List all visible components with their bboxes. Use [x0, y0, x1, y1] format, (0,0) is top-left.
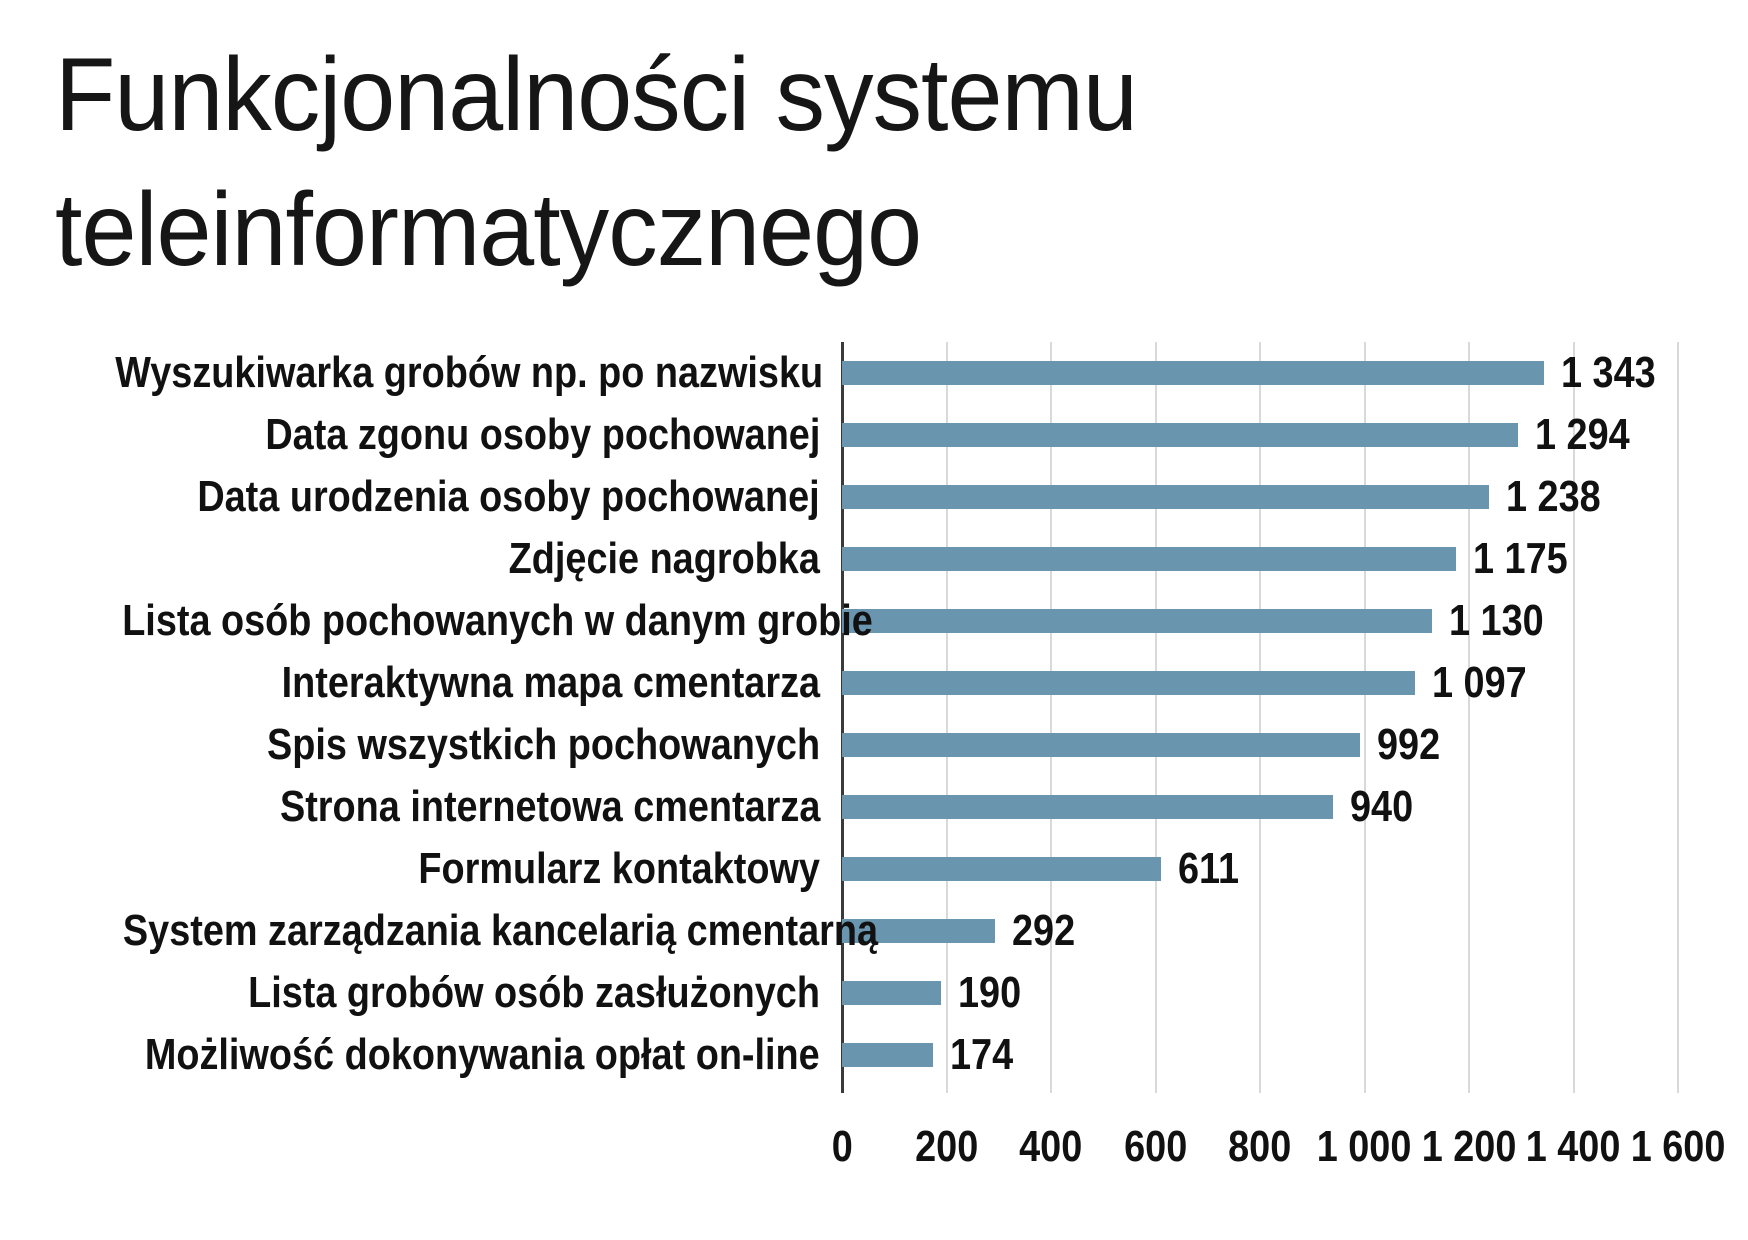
x-tick-label: 1 000 [1317, 1122, 1412, 1171]
gridline [1363, 342, 1366, 1093]
gridline [1259, 342, 1261, 1093]
gridline [1468, 342, 1470, 1093]
value-label: 190 [958, 968, 1022, 1017]
category-label: Lista grobów osób zasłużonych [248, 968, 820, 1017]
x-tick-label: 1 400 [1526, 1122, 1621, 1171]
value-label: 1 097 [1432, 658, 1527, 707]
category-label: Zdjęcie nagrobka [508, 534, 820, 583]
category-label: Formularz kontaktowy [418, 844, 820, 893]
bar [842, 609, 1433, 633]
value-label: 1 343 [1560, 348, 1656, 397]
category-label: Spis wszystkich pochowanych [266, 720, 820, 769]
value-label: 1 238 [1505, 472, 1601, 521]
gridline [1050, 342, 1052, 1093]
gridline [1572, 342, 1575, 1093]
bar [842, 547, 1456, 571]
x-tick-label: 1 200 [1421, 1122, 1517, 1171]
x-tick-label: 0 [831, 1122, 853, 1171]
value-label: 992 [1377, 720, 1441, 769]
category-label: Interaktywna mapa cmentarza [281, 658, 820, 707]
value-label: 940 [1350, 782, 1414, 831]
x-tick-label: 200 [914, 1122, 979, 1171]
x-tick-label: 600 [1123, 1122, 1188, 1171]
x-tick-label: 1 600 [1630, 1122, 1726, 1171]
bar [842, 361, 1544, 385]
category-label: Strona internetowa cmentarza [279, 782, 820, 831]
category-label: Data urodzenia osoby pochowanej [197, 472, 820, 521]
bar [842, 857, 1162, 881]
bar [842, 795, 1334, 819]
category-label: Data zgonu osoby pochowanej [264, 410, 820, 459]
gridline [945, 342, 948, 1093]
gridline [1154, 342, 1157, 1093]
bar [842, 423, 1519, 447]
bar [842, 1043, 933, 1067]
value-label: 611 [1178, 844, 1240, 893]
y-axis-line [840, 342, 844, 1093]
category-label: Lista osób pochowanych w danym grobie [122, 596, 873, 645]
value-label: 292 [1011, 906, 1075, 955]
x-tick-label: 800 [1228, 1122, 1292, 1171]
bar [842, 919, 995, 943]
value-label: 1 130 [1449, 596, 1545, 645]
category-label: System zarządzania kancelarią cmentarną [122, 906, 879, 955]
x-tick-label: 400 [1019, 1122, 1083, 1171]
bar [842, 733, 1361, 757]
value-label: 174 [949, 1030, 1014, 1079]
bar [842, 485, 1489, 509]
bar [842, 981, 942, 1005]
value-label: 1 294 [1535, 410, 1630, 459]
bar [842, 671, 1416, 695]
value-label: 1 175 [1472, 534, 1568, 583]
chart-title: Funkcjonalności systemu teleinformatyczn… [55, 37, 1138, 288]
category-label: Wyszukiwarka grobów np. po nazwisku [115, 348, 824, 397]
category-label: Możliwość dokonywania opłat on-line [145, 1030, 820, 1079]
gridline [1677, 342, 1679, 1093]
